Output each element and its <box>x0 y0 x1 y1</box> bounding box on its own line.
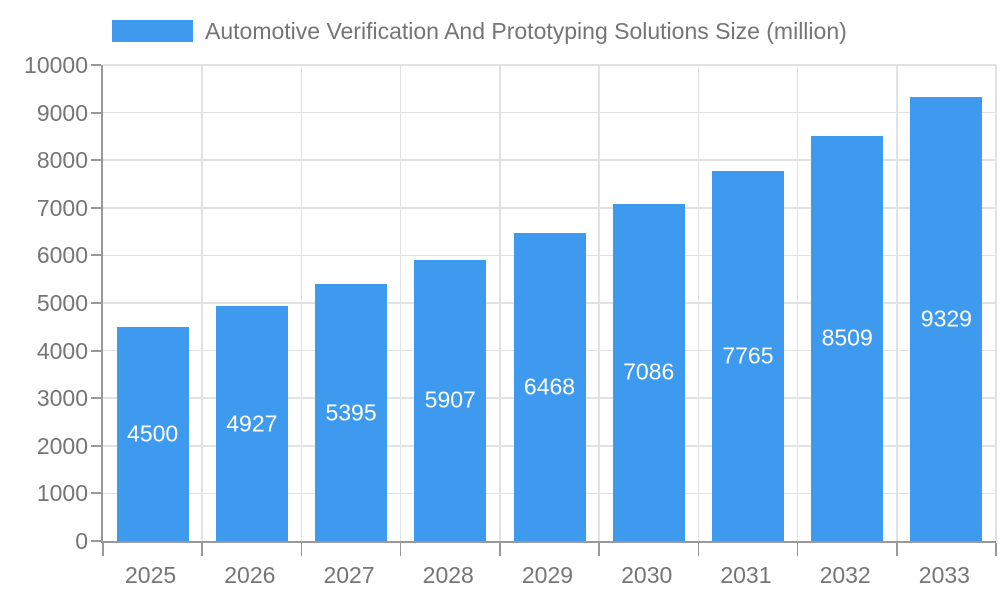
bar-2028: 5907 <box>414 259 487 541</box>
y-axis-tick-label: 4000 <box>36 337 88 364</box>
x-axis-tick <box>796 543 799 556</box>
bar-value-label: 7086 <box>623 358 675 385</box>
y-axis-tick-label: 9000 <box>36 99 88 126</box>
y-axis-tick <box>91 302 101 304</box>
bar-2029: 6468 <box>513 233 586 541</box>
gridline-horizontal <box>103 159 996 161</box>
y-axis-tick <box>91 349 101 352</box>
x-axis-tick <box>598 543 600 556</box>
x-axis-tick <box>896 543 898 556</box>
gridline-vertical <box>598 65 600 541</box>
bar-2030: 7086 <box>612 203 685 541</box>
bar-value-label: 5907 <box>424 386 476 413</box>
x-axis-tick <box>102 543 104 556</box>
y-axis-tick-label: 5000 <box>36 290 88 316</box>
x-axis-tick-label: 2030 <box>621 562 673 588</box>
bar-value-label: 8509 <box>821 324 873 351</box>
y-axis-tick-label: 2000 <box>36 432 88 459</box>
x-axis-tick-label: 2027 <box>323 562 375 588</box>
y-axis-tick <box>91 397 101 400</box>
gridline-vertical <box>896 65 898 541</box>
bar-value-label: 4500 <box>127 420 179 447</box>
y-axis-tick-label: 1000 <box>36 480 88 507</box>
bar-value-label: 4927 <box>226 410 278 437</box>
y-axis-tick <box>91 159 101 162</box>
bar-2032: 8509 <box>811 135 884 541</box>
y-axis-tick-label: 0 <box>75 528 88 554</box>
bar-2026: 4927 <box>215 306 288 541</box>
y-axis-tick-label: 10000 <box>24 52 88 78</box>
bar-2031: 7765 <box>711 171 784 541</box>
x-axis-tick-label: 2028 <box>422 562 474 588</box>
bar-2033: 9329 <box>910 96 983 541</box>
x-axis-tick-label: 2031 <box>720 562 772 588</box>
legend: Automotive Verification And Prototyping … <box>112 18 847 44</box>
bar-value-label: 7765 <box>722 342 774 369</box>
x-axis-tick <box>499 543 501 556</box>
y-axis-tick-label: 7000 <box>36 194 88 221</box>
gridline-horizontal <box>103 64 996 66</box>
gridline-vertical <box>201 65 203 541</box>
y-axis-tick <box>91 254 101 257</box>
y-axis-tick <box>91 206 101 209</box>
gridline-vertical <box>300 65 303 541</box>
y-axis-tick-label: 6000 <box>36 242 88 269</box>
legend-swatch <box>112 20 193 42</box>
x-axis-tick <box>300 543 303 556</box>
bar-2025: 4500 <box>116 326 189 541</box>
bar-2027: 5395 <box>315 284 388 541</box>
x-axis-tick <box>697 543 700 556</box>
x-axis-tick-label: 2026 <box>224 562 276 588</box>
x-axis-labels: 2025 2026 2027 2028 2029 2030 2031 2032 2033 <box>101 561 994 589</box>
x-axis-tick-label: 2025 <box>125 562 177 588</box>
gridline-vertical <box>697 65 700 541</box>
gridline-vertical <box>796 65 799 541</box>
y-axis-tick-label: 3000 <box>36 385 88 412</box>
x-axis-tick-label: 2029 <box>521 562 574 588</box>
x-axis-tick-label: 2032 <box>819 562 871 588</box>
gridline-horizontal <box>103 111 996 114</box>
plot-area: 4500 4927 5395 5907 6468 7086 7765 8509 9329 <box>91 64 997 556</box>
gridline-vertical <box>499 65 501 541</box>
gridline-horizontal <box>103 207 996 209</box>
y-axis-tick <box>91 64 101 66</box>
x-axis-tick-label: 2033 <box>918 562 970 588</box>
bar-value-label: 5395 <box>325 399 377 426</box>
bar-value-label: 6468 <box>523 373 576 400</box>
y-axis-tick <box>91 444 101 447</box>
x-axis-tick <box>399 543 402 556</box>
y-axis-labels: 0 1000 2000 3000 4000 5000 6000 7000 8000 9000 100… <box>0 0 88 600</box>
legend-label: Automotive Verification And Prototyping … <box>205 18 847 44</box>
x-axis-tick <box>201 543 203 556</box>
x-axis-tick <box>995 543 997 556</box>
gridline-vertical <box>399 65 402 541</box>
bar-value-label: 9329 <box>920 305 972 332</box>
y-axis-tick <box>91 540 101 542</box>
gridline-vertical <box>995 65 997 541</box>
y-axis-tick <box>91 492 101 495</box>
y-axis-tick-label: 8000 <box>36 147 88 174</box>
y-axis-tick <box>91 111 101 114</box>
